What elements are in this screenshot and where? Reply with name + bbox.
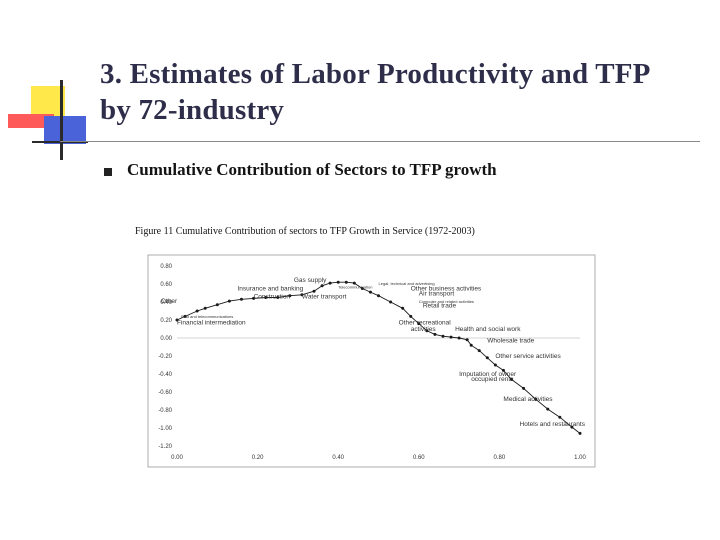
data-point [312, 289, 316, 293]
y-tick-label: -1.20 [158, 444, 172, 450]
data-point [469, 343, 473, 347]
data-point [195, 309, 199, 313]
data-point [477, 349, 481, 353]
annotation-label: Financial intermediation [177, 320, 246, 327]
data-point [352, 281, 356, 285]
data-point [360, 287, 364, 290]
data-point [558, 415, 562, 419]
data-point [534, 397, 538, 401]
annotation-label: Imputation of owner [459, 371, 517, 378]
annotation-label-small: Legal, technical and advertising [379, 281, 435, 286]
annotation-label: Wholesale trade [487, 338, 534, 345]
decor-blue-square [44, 116, 86, 144]
title-line-1: 3. Estimates of Labor Productivity and T… [100, 58, 651, 90]
y-tick-label: -0.80 [158, 408, 172, 414]
y-tick-label: -0.20 [158, 354, 172, 360]
data-point [276, 296, 280, 299]
data-point [328, 281, 332, 285]
y-tick-label: 0.00 [160, 336, 172, 342]
data-point [336, 280, 340, 284]
annotation-label: Hotels and restaurants [520, 421, 586, 428]
annotation-label: Insurance and banking [237, 285, 303, 292]
data-point [485, 356, 489, 360]
annotation-label-small: Telecommunication [338, 285, 372, 290]
y-tick-label: 0.60 [160, 282, 172, 288]
data-point [203, 306, 207, 310]
annotation-label: activities [411, 326, 437, 333]
data-point [344, 280, 348, 284]
annotation-label-small: Post and telecommunications [181, 314, 233, 319]
annotation-label: Air transport [419, 291, 455, 298]
data-point [425, 329, 429, 333]
data-point [227, 299, 231, 303]
bullet-square-icon [104, 168, 112, 176]
chart-frame [147, 254, 596, 468]
data-point [522, 386, 526, 390]
title-line-2: by 72-industry [100, 94, 285, 126]
data-point [264, 296, 268, 299]
annotation-label: Other business activities [411, 285, 482, 292]
data-series [175, 280, 582, 435]
y-tick-label: 0.20 [160, 318, 172, 324]
data-point [300, 293, 304, 297]
data-point [175, 318, 179, 322]
y-tick-label: 0.40 [160, 300, 172, 306]
annotation-label: Health and social work [455, 326, 521, 333]
x-axis-ticks: 0.00 0.20 0.40 0.60 0.80 1.00 [171, 455, 586, 461]
data-point [215, 303, 219, 307]
data-point [501, 368, 505, 372]
annotation-label: Gas supply [294, 277, 327, 284]
data-point [465, 338, 469, 342]
decor-red-bar [8, 114, 54, 128]
decor-horizontal-line [32, 141, 88, 143]
y-tick-label: -1.00 [158, 426, 172, 432]
annotation-label: Medical activities [503, 396, 553, 403]
x-tick-label: 1.00 [574, 455, 586, 461]
data-point [449, 335, 453, 339]
x-tick-label: 0.80 [494, 455, 506, 461]
data-point [401, 306, 405, 310]
data-point [493, 363, 497, 367]
figure-caption: Figure 11 Cumulative Contribution of sec… [135, 226, 475, 237]
data-point [441, 334, 445, 338]
annotation-label: occupied rents [471, 376, 514, 383]
y-axis-ticks: 0.80 0.60 0.40 0.20 0.00 -0.20 -0.40 -0.60 -0.80… [158, 264, 172, 450]
data-point [389, 300, 393, 304]
data-point [457, 336, 461, 340]
data-point [546, 407, 550, 411]
annotation-label: Other recreational [399, 320, 452, 327]
title-underline [60, 141, 700, 142]
annotation-label: Retail trade [423, 302, 457, 309]
x-tick-label: 0.60 [413, 455, 425, 461]
data-point [377, 294, 380, 298]
data-point [409, 314, 413, 318]
y-tick-label: -0.60 [158, 390, 172, 396]
annotation-label: Other service activities [495, 353, 561, 360]
annotation-label: Construction [254, 293, 291, 300]
data-point [288, 294, 292, 298]
data-point [320, 284, 324, 288]
x-tick-label: 0.20 [252, 455, 264, 461]
slide-title: 3. Estimates of Labor Productivity and T… [100, 56, 710, 128]
data-point [417, 322, 421, 326]
x-tick-label: 0.40 [332, 455, 344, 461]
data-point [252, 296, 256, 300]
annotation-label: Water transport [302, 293, 347, 300]
x-tick-label: 0.00 [171, 455, 183, 461]
decor-vertical-line [60, 80, 63, 160]
annotation-label: Other [161, 298, 178, 305]
data-point [368, 290, 372, 294]
data-point [433, 332, 437, 336]
data-point [570, 425, 574, 429]
data-point [183, 314, 187, 318]
y-tick-label: 0.80 [160, 264, 172, 270]
data-point [239, 297, 243, 301]
y-tick-label: -0.40 [158, 372, 172, 378]
bullet-text: Cumulative Contribution of Sectors to TF… [127, 160, 497, 179]
data-point [578, 431, 582, 435]
data-point [509, 377, 513, 381]
annotation-label-small: Computer and related activities [419, 299, 474, 304]
